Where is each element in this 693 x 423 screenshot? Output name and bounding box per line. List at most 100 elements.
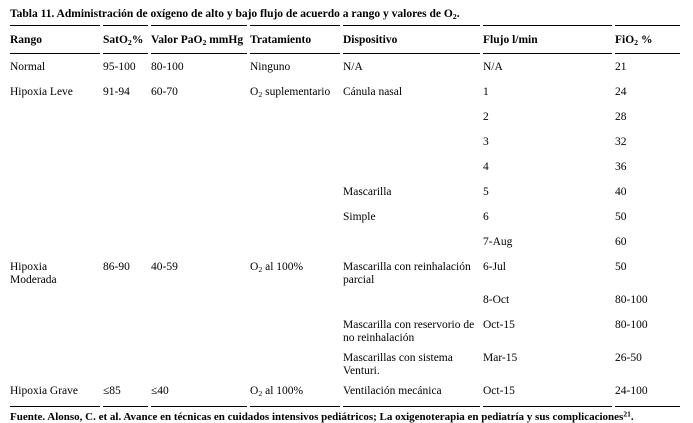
column-header: SatO2% xyxy=(103,25,148,54)
table-header-row: Rango SatO2% Valor PaO2 mmHg Tratamiento Dis… xyxy=(10,25,680,54)
table-cell: 24 xyxy=(615,86,627,98)
table-cell xyxy=(103,345,148,378)
column-header: Dispositivo xyxy=(343,25,480,54)
table-cell: Ventilación mecánica xyxy=(343,378,480,407)
table-cell xyxy=(103,229,148,254)
table-cell xyxy=(250,229,340,254)
table-cell: Normal xyxy=(10,61,46,73)
table-row: Mascarillas con sistema Venturi. Mar-15 26… xyxy=(10,345,680,378)
table-cell xyxy=(10,179,100,204)
table-row: 4 36 xyxy=(10,154,680,179)
table-cell xyxy=(250,104,340,129)
table-cell xyxy=(10,154,100,179)
table-cell xyxy=(103,129,148,154)
source-footnote: Fuente. Alonso, C. et al. Avance en técn… xyxy=(10,409,634,423)
table-cell: 7-Aug xyxy=(483,236,513,248)
table-cell: O2 al 100% xyxy=(250,261,304,274)
table-cell: Mascarilla con reinhalación parcial xyxy=(343,261,471,286)
table-cell xyxy=(151,154,247,179)
table-cell: Mascarilla xyxy=(343,186,392,198)
table-cell: 24-100 xyxy=(615,378,680,407)
table-cell xyxy=(151,312,247,345)
table-cell xyxy=(343,104,480,129)
table-cell: 86-90 xyxy=(103,261,130,273)
table-cell: 91-94 xyxy=(103,86,130,98)
table-cell xyxy=(250,129,340,154)
table-cell xyxy=(10,129,100,154)
table-cell: 50 xyxy=(615,211,627,223)
table-cell xyxy=(10,204,100,229)
table-cell xyxy=(250,287,340,312)
table-row: Simple 6 50 xyxy=(10,204,680,229)
table-cell xyxy=(10,229,100,254)
column-header: Rango xyxy=(10,25,100,54)
table-cell: Mascarilla con reservorio de no reinhala… xyxy=(343,319,475,344)
table-cell xyxy=(151,104,247,129)
table-row: 7-Aug 60 xyxy=(10,229,680,254)
table-cell: 3 xyxy=(483,136,489,148)
table-cell xyxy=(151,204,247,229)
table-cell: ≤85 xyxy=(103,378,148,407)
table-cell: Simple xyxy=(343,211,376,223)
table-row: 3 32 xyxy=(10,129,680,154)
column-header: Flujo l/min xyxy=(483,25,612,54)
table-row: Mascarilla con reservorio de no reinhala… xyxy=(10,312,680,345)
table-row: Normal 95-100 80-100 Ninguno N/A N/A 21 xyxy=(10,54,680,79)
table-row: 8-Oct 80-100 xyxy=(10,287,680,312)
table-header: Rango SatO2% Valor PaO2 mmHg Tratamiento Dis… xyxy=(10,25,680,54)
column-header: Tratamiento xyxy=(250,25,340,54)
table-cell: 6-Jul xyxy=(483,261,506,273)
table-cell: 1 xyxy=(483,86,489,98)
table-cell xyxy=(250,179,340,204)
table-row: Hipoxia Grave ≤85 ≤40 O2 al 100% Ventilación… xyxy=(10,378,680,407)
table-cell xyxy=(151,345,247,378)
table-cell: 5 xyxy=(483,186,489,198)
table-cell: 32 xyxy=(615,136,627,148)
table-cell xyxy=(10,312,100,345)
table-cell: N/A xyxy=(483,61,503,73)
table-cell xyxy=(250,345,340,378)
table-cell: Hipoxia Leve xyxy=(10,86,73,98)
table-cell xyxy=(103,312,148,345)
table-cell: 36 xyxy=(615,161,627,173)
table-cell xyxy=(343,154,480,179)
table-cell xyxy=(151,287,247,312)
table-cell: 26-50 xyxy=(615,352,642,364)
table-cell: O2 suplementario xyxy=(250,86,331,99)
table-cell: Oct-15 xyxy=(483,378,612,407)
table-cell: Oct-15 xyxy=(483,319,515,331)
table-cell: 80-100 xyxy=(615,294,648,306)
column-header: FiO2 % xyxy=(615,25,680,54)
table-cell: Hipoxia Grave xyxy=(10,378,100,407)
column-header: Valor PaO2 mmHg xyxy=(151,25,247,54)
table-cell: ≤40 xyxy=(151,378,247,407)
table-cell: Hipoxia Moderada xyxy=(10,261,57,286)
table-cell: 21 xyxy=(615,61,627,73)
table-cell: 8-Oct xyxy=(483,294,510,306)
oxygen-administration-table: Rango SatO2% Valor PaO2 mmHg Tratamiento Dis… xyxy=(7,25,683,407)
table-cell: Ninguno xyxy=(250,61,291,73)
table-row: 2 28 xyxy=(10,104,680,129)
table-cell: 80-100 xyxy=(151,61,184,73)
table-cell xyxy=(103,154,148,179)
table-cell xyxy=(250,204,340,229)
table-cell: Mascarillas con sistema Venturi. xyxy=(343,352,453,377)
table-cell xyxy=(343,287,480,312)
table-body: Normal 95-100 80-100 Ninguno N/A N/A 21 Hipoxia… xyxy=(10,54,680,407)
table-cell xyxy=(103,179,148,204)
table-cell: Cánula nasal xyxy=(343,86,403,98)
table-cell xyxy=(250,312,340,345)
table-cell: 2 xyxy=(483,111,489,123)
table-cell xyxy=(151,229,247,254)
table-cell: 28 xyxy=(615,111,627,123)
table-cell: 4 xyxy=(483,161,489,173)
table-cell: Mar-15 xyxy=(483,352,518,364)
table-cell xyxy=(103,287,148,312)
table-cell xyxy=(343,229,480,254)
table-cell: 95-100 xyxy=(103,61,136,73)
table-cell: 60 xyxy=(615,236,627,248)
table-row: Hipoxia Leve 91-94 60-70 O2 suplementario Cá… xyxy=(10,79,680,104)
table-cell xyxy=(151,129,247,154)
table-cell xyxy=(151,179,247,204)
